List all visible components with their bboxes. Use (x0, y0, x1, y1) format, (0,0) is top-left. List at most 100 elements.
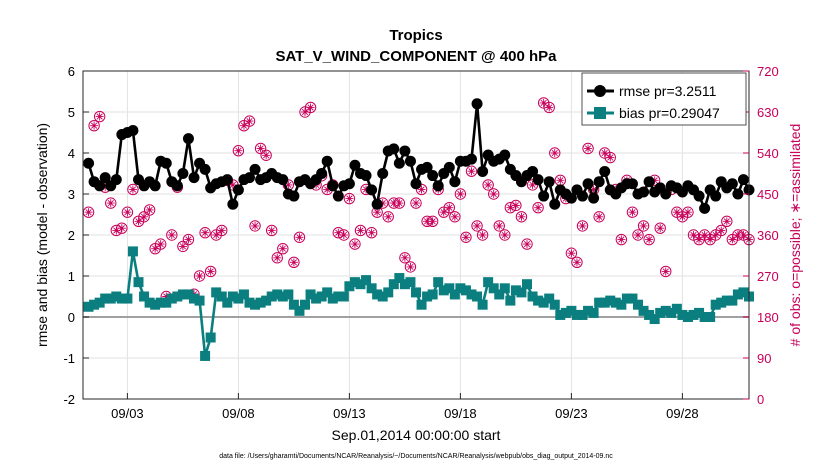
obs-possible-marker (454, 188, 467, 200)
bias-point (227, 291, 238, 302)
obs-count-point (271, 252, 283, 264)
obs-assimilated-marker (395, 199, 404, 208)
rmse-point (410, 178, 422, 190)
bias-point (694, 307, 705, 318)
obs-count-point (404, 261, 417, 273)
obs-count-point (288, 256, 300, 269)
bias-point (666, 307, 677, 318)
obs-count-point (82, 206, 95, 218)
bias-point (150, 299, 161, 310)
obs-possible-marker (471, 220, 483, 232)
bias-point (94, 297, 105, 308)
obs-count-point (243, 115, 256, 127)
obs-count-point (338, 229, 350, 241)
bias-point (610, 297, 621, 308)
obs-count-point (155, 238, 167, 250)
rmse-point (593, 176, 605, 188)
rmse-point (149, 180, 161, 192)
obs-possible-marker (499, 229, 511, 241)
legend-bias-marker (594, 107, 606, 119)
chart-subtitle: SAT_V_WIND_COMPONENT @ 400 hPa (275, 48, 557, 65)
obs-possible-marker (415, 183, 428, 196)
obs-assimilated-marker (578, 221, 587, 230)
rmse-point (327, 180, 339, 192)
y-tick-label: 5 (68, 105, 75, 120)
bias-point (522, 279, 532, 290)
rmse-point (332, 190, 344, 202)
rmse-point (527, 165, 539, 177)
bias-point (494, 289, 505, 300)
chart-title: Tropics (389, 27, 442, 44)
obs-count-point (643, 233, 655, 246)
obs-possible-marker (271, 252, 283, 264)
obs-possible-marker (232, 145, 245, 157)
bias-point (155, 297, 166, 308)
obs-count-point (721, 215, 733, 228)
bias-point (311, 293, 322, 304)
obs-possible-marker (288, 256, 300, 269)
obs-count-point (266, 224, 278, 237)
obs-possible-marker (721, 215, 733, 228)
obs-possible-marker (532, 201, 544, 214)
bias-point (721, 295, 732, 306)
obs-possible-marker (399, 252, 411, 264)
bias-point (621, 293, 632, 304)
obs-possible-marker (576, 220, 589, 232)
bias-point (588, 307, 599, 318)
bias-point (633, 299, 643, 310)
bias-point (250, 299, 261, 310)
obs-possible-marker (410, 197, 422, 209)
obs-count-point (204, 265, 217, 278)
bias-point (200, 350, 211, 361)
rmse-point (366, 184, 378, 196)
obs-count-point (443, 201, 455, 214)
obs-assimilated-marker (362, 185, 371, 194)
rmse-point (710, 190, 722, 202)
obs-count-point (460, 231, 472, 243)
obs-count-point (543, 101, 555, 114)
bias-point (344, 281, 355, 292)
obs-possible-marker (460, 231, 472, 243)
obs-possible-marker (116, 222, 128, 234)
obs-assimilated-marker (689, 231, 698, 239)
obs-assimilated-marker (112, 226, 121, 235)
bias-point (211, 287, 222, 298)
y2-tick-label: 0 (757, 392, 764, 407)
obs-possible-marker (593, 211, 605, 223)
rmse-point (377, 168, 389, 179)
bias-point (377, 291, 388, 302)
bias-point (255, 297, 266, 308)
obs-assimilated-marker (295, 233, 304, 242)
obs-assimilated-marker (661, 267, 670, 276)
bias-point (394, 273, 405, 284)
obs-possible-marker (293, 231, 306, 243)
rmse-point (99, 172, 111, 184)
bias-point (277, 291, 288, 302)
obs-assimilated-marker (334, 228, 343, 237)
x-tick-label: 09/28 (666, 406, 699, 421)
obs-count-point (682, 206, 694, 218)
bias-point (616, 299, 627, 310)
rmse-point (83, 157, 95, 169)
bias-point (732, 289, 743, 300)
obs-count-point (493, 220, 505, 232)
bias-point (549, 299, 560, 310)
obs-possible-marker (476, 229, 489, 241)
obs-count-point (715, 224, 727, 237)
obs-assimilated-marker (628, 208, 637, 217)
obs-assimilated-marker (672, 208, 681, 217)
y2-tick-label: 450 (757, 187, 779, 202)
bias-point (727, 295, 738, 306)
obs-count-point (549, 147, 561, 159)
obs-count-point (637, 220, 650, 232)
obs-possible-marker (204, 265, 217, 278)
bias-point (194, 295, 205, 306)
rmse-point (221, 174, 233, 186)
obs-possible-marker (654, 222, 666, 234)
bias-point (366, 283, 377, 294)
rmse-point (288, 190, 300, 202)
x-axis-label: Sep.01,2014 00:00:00 start (332, 427, 501, 443)
y2-tick-label: 90 (757, 351, 771, 366)
obs-assimilated-marker (700, 231, 709, 239)
obs-possible-marker (543, 101, 555, 114)
